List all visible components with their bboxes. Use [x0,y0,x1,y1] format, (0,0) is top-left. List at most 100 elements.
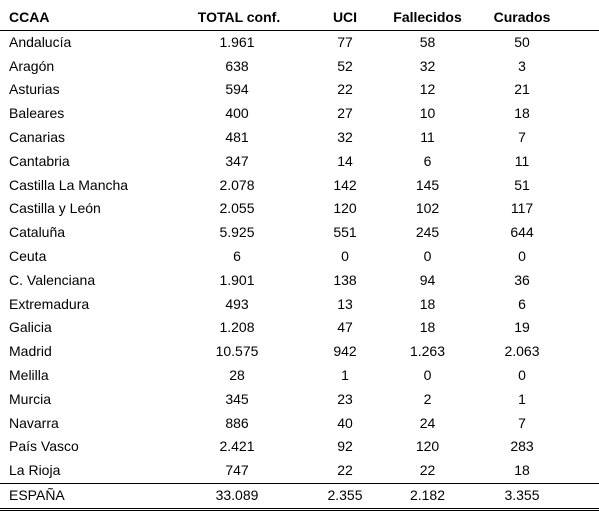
cell-fallecidos: 10 [419,105,436,122]
total-row: ESPAÑA 33.089 2.355 2.182 3.355 [0,482,599,511]
cell-fallecidos: 145 [415,176,440,193]
cell-curados: 51 [514,176,530,193]
header-uci: UCI [298,6,376,31]
cell-ccaa: Asturias [9,81,60,98]
cell-ccaa: Canarias [9,128,66,145]
cell-uci: 27 [337,105,353,122]
cell-total-conf: 638 [225,57,249,74]
cell-uci: 942 [333,343,357,360]
cell-fallecidos: 22 [376,459,479,484]
cell-curados: 11 [514,152,530,169]
cell-ccaa: Cantabria [9,152,70,169]
cell-ccaa: Madrid [9,343,52,360]
cell-uci: 52 [337,57,353,74]
cell-curados: 6 [518,295,526,312]
table-row: Andalucía 1.961 77 58 50 [0,30,599,54]
cell-fallecidos: 6 [423,152,432,169]
cell-ccaa: Aragón [9,57,55,74]
table-row: Canarias 481 32 11 7 [0,126,599,150]
cell-total-conf: 481 [225,128,249,145]
cell-uci: 120 [333,200,357,217]
total-curados: 3.355 [479,482,599,511]
cell-uci: 47 [337,319,353,336]
cell-ccaa: Murcia [9,390,52,407]
cell-ccaa: Melilla [9,366,49,383]
table-row: La Rioja 747 22 22 18 [0,459,599,484]
table-row: Murcia 345 23 2 1 [0,388,599,412]
table-row: Castilla y León 2.055 120 102 117 [0,197,599,221]
cell-curados: 0 [518,247,526,264]
cell-total-conf: 493 [225,295,249,312]
cell-curados: 1 [518,390,526,407]
cell-curados: 0 [518,366,526,383]
cell-ccaa: Baleares [9,105,65,122]
cell-total-conf: 5.925 [219,224,255,241]
cell-total-conf: 10.575 [215,343,259,360]
cell-total-conf: 6 [233,247,241,264]
cell-curados: 2.063 [504,343,540,360]
cell-fallecidos: 0 [423,366,432,383]
cell-curados: 3 [518,57,526,74]
table-row: Asturias 594 22 12 21 [0,78,599,102]
cell-uci: 13 [337,295,353,312]
table-row: Melilla 28 1 0 0 [0,364,599,388]
header-fallecidos: Fallecidos [376,6,479,31]
cell-fallecidos: 18 [419,295,436,312]
cell-uci: 92 [337,438,353,455]
cell-curados: 18 [514,105,530,122]
cell-ccaa: Galicia [9,319,52,336]
cell-ccaa: País Vasco [9,438,79,455]
cell-curados: 21 [514,81,530,98]
table-row: Madrid 10.575 942 1.263 2.063 [0,340,599,364]
cell-fallecidos: 94 [419,271,436,288]
cell-curados: 117 [510,200,534,217]
cell-uci: 23 [337,390,353,407]
cell-curados: 50 [514,33,530,50]
table-row: C. Valenciana 1.901 138 94 36 [0,269,599,293]
cell-fallecidos: 11 [420,128,435,145]
cell-uci: 14 [337,152,353,169]
cell-curados: 18 [479,459,599,484]
cell-ccaa: Andalucía [9,33,72,50]
header-curados: Curados [479,6,599,31]
cell-total-conf: 1.961 [219,33,255,50]
cell-uci: 142 [333,176,357,193]
header-total-conf: TOTAL conf. [170,6,298,31]
cell-ccaa: Extremadura [9,295,90,312]
table-row: Castilla La Mancha 2.078 142 145 51 [0,174,599,198]
cell-fallecidos: 120 [415,438,440,455]
cell-total-conf: 347 [225,152,249,169]
cell-curados: 7 [518,414,526,431]
cell-fallecidos: 1.263 [409,343,446,360]
table-row: Extremadura 493 13 18 6 [0,293,599,317]
cell-curados: 19 [514,319,530,336]
cell-fallecidos: 2 [423,390,432,407]
table-row: Ceuta 6 0 0 0 [0,245,599,269]
cell-ccaa: La Rioja [0,459,170,484]
cell-uci: 1 [341,366,349,383]
table-row: Galicia 1.208 47 18 19 [0,316,599,340]
cell-total-conf: 2.055 [219,200,255,217]
cell-ccaa: Castilla y León [9,200,101,217]
cell-total-conf: 747 [170,459,298,484]
cell-total-conf: 28 [229,366,245,383]
table-row: Cantabria 347 14 6 11 [0,150,599,174]
cell-uci: 22 [298,459,376,484]
total-ccaa: ESPAÑA [0,482,170,511]
cell-fallecidos: 12 [419,81,436,98]
cell-total-conf: 345 [225,390,249,407]
cell-ccaa: Castilla La Mancha [9,176,129,193]
cell-ccaa: Ceuta [9,247,47,264]
total-conf: 33.089 [170,482,298,511]
cell-total-conf: 2.421 [219,438,255,455]
cell-fallecidos: 245 [415,224,440,241]
cell-uci: 22 [337,81,353,98]
cell-uci: 32 [337,128,353,145]
cell-fallecidos: 58 [419,33,436,50]
cell-ccaa: Cataluña [9,224,66,241]
cell-uci: 138 [333,271,357,288]
cell-uci: 551 [333,224,357,241]
cell-total-conf: 1.208 [219,319,255,336]
header-ccaa: CCAA [0,6,170,31]
